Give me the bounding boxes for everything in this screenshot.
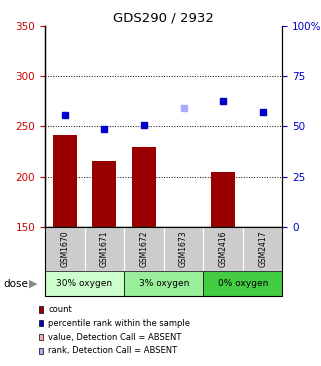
Text: rank, Detection Call = ABSENT: rank, Detection Call = ABSENT — [48, 347, 177, 355]
Text: 30% oxygen: 30% oxygen — [56, 279, 113, 288]
Bar — [92, 161, 116, 227]
Text: dose: dose — [3, 279, 28, 289]
Text: GSM1672: GSM1672 — [139, 231, 148, 267]
Bar — [132, 147, 156, 227]
Text: ▶: ▶ — [29, 279, 37, 289]
Text: value, Detection Call = ABSENT: value, Detection Call = ABSENT — [48, 333, 181, 341]
Text: 0% oxygen: 0% oxygen — [218, 279, 268, 288]
Text: GSM2416: GSM2416 — [219, 231, 228, 267]
Text: GSM1671: GSM1671 — [100, 231, 109, 267]
Text: 3% oxygen: 3% oxygen — [139, 279, 189, 288]
Title: GDS290 / 2932: GDS290 / 2932 — [113, 11, 214, 25]
Text: GSM2417: GSM2417 — [258, 231, 267, 267]
Text: count: count — [48, 305, 72, 314]
Text: GSM1670: GSM1670 — [60, 231, 69, 267]
Text: GSM1673: GSM1673 — [179, 231, 188, 267]
Bar — [53, 135, 77, 227]
Text: percentile rank within the sample: percentile rank within the sample — [48, 319, 190, 328]
Bar — [211, 172, 235, 227]
